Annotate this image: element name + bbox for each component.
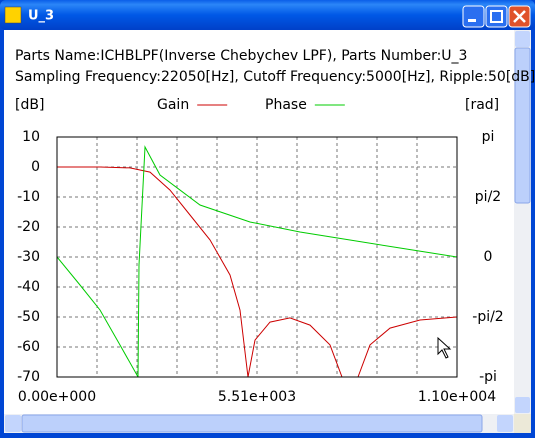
info-line: Parts Name:ICHBLPF(Inverse Chebychev LPF… xyxy=(15,48,467,64)
minimize-icon xyxy=(468,19,476,22)
x-tick-label: 5.51e+003 xyxy=(218,389,296,405)
y-tick-label: -10 xyxy=(17,189,40,205)
client-area xyxy=(4,30,514,414)
close-icon xyxy=(513,10,526,23)
y-tick-label: 10 xyxy=(22,129,40,145)
y-tick-label: -70 xyxy=(17,369,40,385)
y-tick-label: -20 xyxy=(17,219,40,235)
scroll-up[interactable] xyxy=(515,31,530,47)
y-tick-label: -60 xyxy=(17,339,40,355)
y-tick-label: -30 xyxy=(17,249,40,265)
mouse-cursor xyxy=(437,336,452,359)
x-tick-label: 0.00e+000 xyxy=(18,389,96,405)
legend-label: Gain xyxy=(157,97,189,113)
app-icon xyxy=(4,6,22,24)
y-tick-label: 0 xyxy=(31,159,40,175)
legend-label: Phase xyxy=(265,97,307,113)
y-tick-label: -40 xyxy=(17,279,40,295)
y2-axis-label: [rad] xyxy=(465,97,499,113)
window-title: U_3 xyxy=(28,9,54,24)
scroll-thumb-h[interactable] xyxy=(21,414,483,433)
maximize-icon xyxy=(490,10,503,23)
title-bar xyxy=(0,0,535,30)
scroll-right[interactable] xyxy=(497,415,513,432)
y2-tick-label: 0 xyxy=(484,249,493,265)
maximize-button[interactable] xyxy=(485,5,508,28)
scroll-thumb[interactable] xyxy=(514,47,531,204)
scroll-down[interactable] xyxy=(515,397,530,413)
y2-tick-label: pi/2 xyxy=(475,189,501,205)
size-grip xyxy=(514,414,531,433)
data-line xyxy=(57,166,457,377)
y-axis-label: [dB] xyxy=(15,97,44,113)
data-line xyxy=(57,145,457,377)
y2-tick-label: -pi xyxy=(479,369,497,385)
x-tick-label: 1.10e+004 xyxy=(418,389,496,405)
y2-tick-label: pi xyxy=(482,129,495,145)
scroll-left[interactable] xyxy=(5,415,21,432)
y2-tick-label: -pi/2 xyxy=(472,309,503,325)
minimize-button[interactable] xyxy=(462,5,485,28)
plot-frame xyxy=(56,136,458,378)
y-tick-label: -50 xyxy=(17,309,40,325)
info-line: Sampling Frequency:22050[Hz], Cutoff Fre… xyxy=(15,69,535,85)
